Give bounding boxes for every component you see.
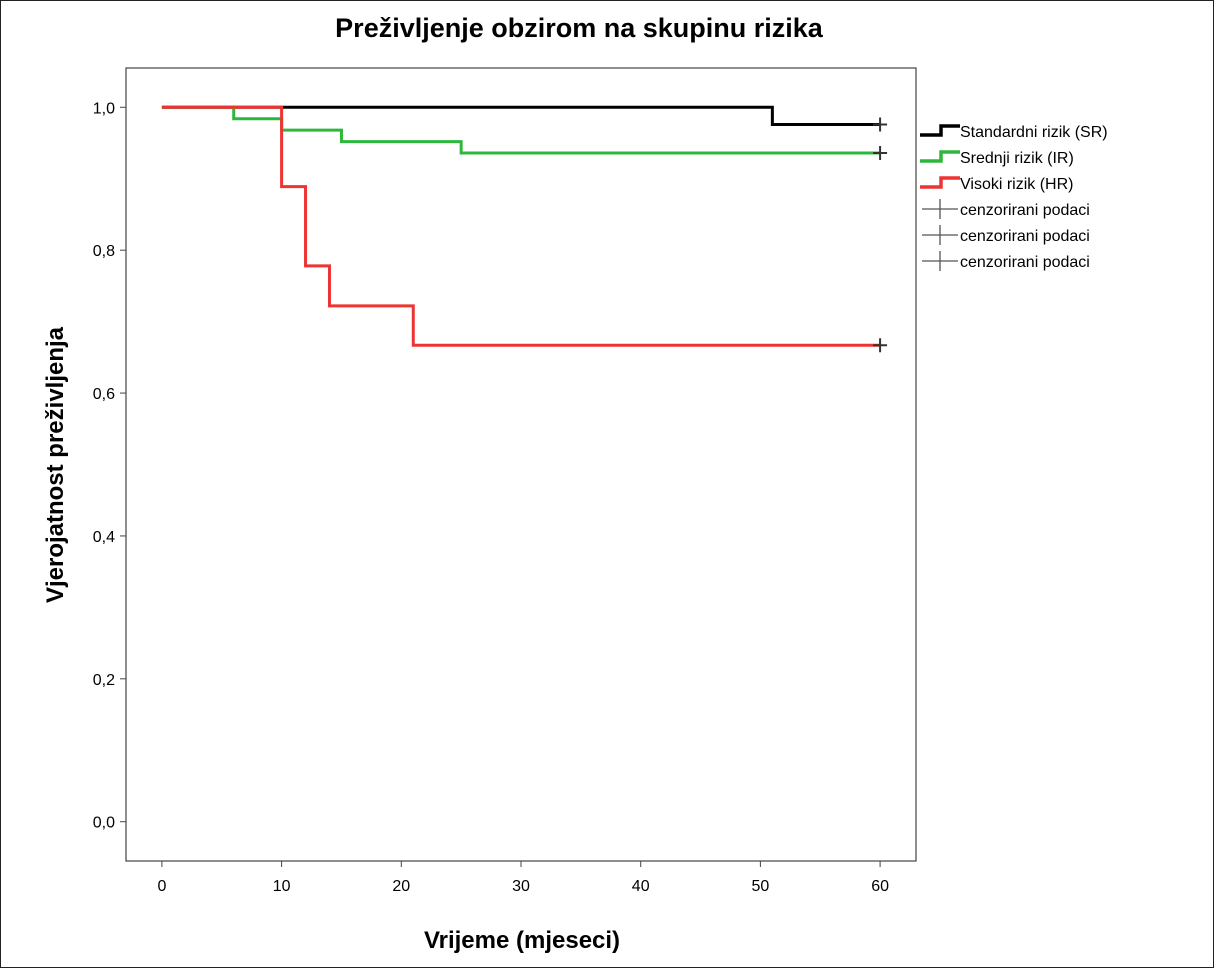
- legend-censor-icon: [922, 251, 958, 271]
- legend: Standardni rizik (SR) Srednji rizik (IR) V…: [920, 124, 1108, 271]
- x-tick-label: 10: [273, 878, 291, 895]
- y-tick-label: 0,4: [93, 529, 115, 546]
- y-tick-label: 0,6: [93, 386, 115, 403]
- censor-mark: [873, 146, 888, 161]
- legend-censor-icon: [922, 225, 958, 245]
- y-tick-label: 0,8: [93, 243, 115, 260]
- y-axis: 0,0 0,2 0,4 0,6 0,8 1,0: [93, 100, 126, 832]
- legend-label: cenzorirani podaci: [960, 202, 1090, 219]
- x-tick-label: 30: [512, 878, 530, 895]
- legend-censor-icon: [922, 199, 958, 219]
- series-line: [161, 105, 881, 155]
- legend-label: cenzorirani podaci: [960, 254, 1090, 271]
- chart-title: Preživljenje obzirom na skupinu rizika: [335, 13, 824, 43]
- legend-label: Visoki rizik (HR): [960, 176, 1073, 193]
- x-tick-label: 0: [157, 878, 166, 895]
- series-layer: [161, 105, 888, 353]
- series-line: [161, 105, 881, 347]
- y-tick-label: 0,0: [93, 815, 115, 832]
- y-axis-title: Vjerojatnost preživljenja: [42, 326, 69, 603]
- legend-label: cenzorirani podaci: [960, 228, 1090, 245]
- censor-mark: [873, 338, 888, 353]
- legend-swatch: [920, 150, 960, 163]
- legend-label: Standardni rizik (SR): [960, 124, 1108, 141]
- legend-swatch: [920, 176, 960, 189]
- x-tick-label: 50: [751, 878, 769, 895]
- x-tick-label: 20: [392, 878, 410, 895]
- censor-mark: [873, 117, 888, 132]
- plot-area: [125, 67, 917, 862]
- y-tick-label: 1,0: [93, 100, 115, 117]
- legend-label: Srednji rizik (IR): [960, 150, 1074, 167]
- x-tick-label: 40: [632, 878, 650, 895]
- series-line: [161, 105, 881, 126]
- x-axis: 0 10 20 30 40 50 60: [157, 861, 889, 895]
- legend-swatch: [920, 124, 960, 137]
- x-tick-label: 60: [871, 878, 889, 895]
- x-axis-title: Vrijeme (mjeseci): [424, 927, 620, 954]
- y-tick-label: 0,2: [93, 672, 115, 689]
